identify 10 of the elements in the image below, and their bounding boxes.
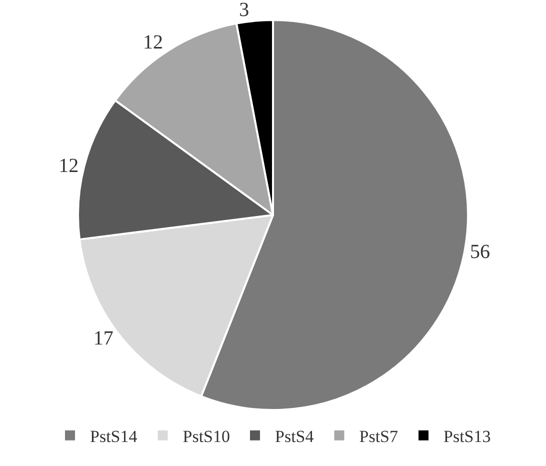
- legend-label: PstS7: [359, 426, 398, 446]
- legend-label: PstS4: [275, 426, 314, 446]
- data-label: 17: [93, 328, 114, 350]
- data-label: 12: [58, 154, 79, 177]
- data-label: 56: [470, 240, 490, 263]
- data-label: 12: [143, 32, 164, 54]
- data-label: 3: [239, 0, 250, 21]
- legend-label: PstS13: [443, 426, 491, 446]
- legend-label: PstS14: [90, 426, 138, 446]
- legend-label: PstS10: [182, 426, 230, 446]
